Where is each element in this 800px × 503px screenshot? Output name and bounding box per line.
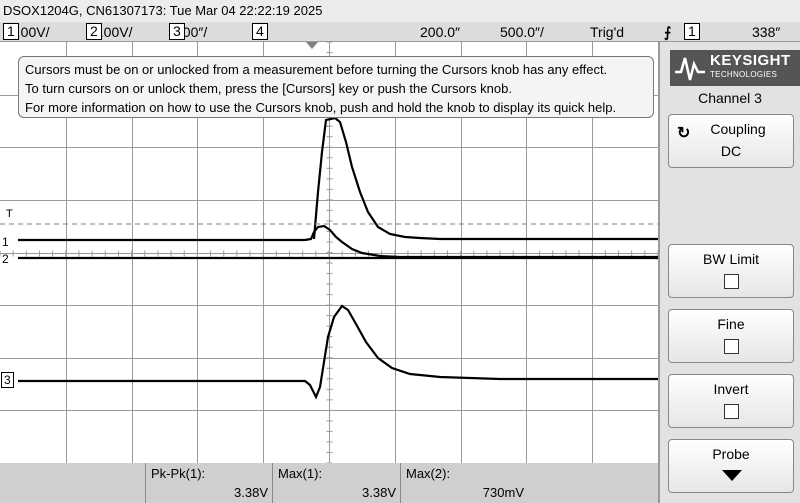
coupling-softkey[interactable]: ↻ Coupling DC (668, 114, 794, 168)
window-title: DSOX1204G, CN61307173: Tue Mar 04 22:22:… (0, 0, 800, 22)
measurement-bar: Pk-Pk(1): 3.38V Max(1): 3.38V Max(2): 73… (0, 463, 658, 503)
channel-2-scale: 1.00V/ (92, 24, 133, 40)
measurement-pk-pk-1[interactable]: Pk-Pk(1): 3.38V (145, 463, 272, 503)
channel-status-bar: 1 1.00V/ 2 1.00V/ 3 200″/ 4 200.0″ 500.0… (0, 22, 800, 42)
keysight-logo: KEYSIGHT TECHNOLOGIES (670, 50, 800, 86)
measurement-max-1[interactable]: Max(1): 3.38V (272, 463, 400, 503)
measurement-max-2[interactable]: Max(2): 730mV (400, 463, 528, 503)
channel-4-number: 4 (252, 23, 268, 40)
channel-1-trace-spike (312, 116, 658, 241)
probe-softkey[interactable]: Probe (668, 439, 794, 493)
channel-2-number: 2 (86, 23, 102, 40)
menu-title: Channel 3 (698, 90, 762, 106)
fine-softkey[interactable]: Fine (668, 309, 794, 363)
channel-1-status[interactable]: 1 1.00V/ (3, 22, 49, 42)
channel-2-ground-marker[interactable]: 2 (2, 252, 9, 266)
submenu-arrow-down-icon (722, 470, 742, 481)
trigger-position-marker (306, 42, 318, 49)
channel-1-number: 1 (3, 23, 19, 40)
keysight-wave-icon (675, 57, 705, 81)
channel-3-trace (18, 304, 658, 400)
timebase-scale: 500.0″/ (500, 24, 544, 40)
channel-1-ground-marker[interactable]: 1 (2, 235, 9, 249)
invert-checkbox[interactable] (724, 404, 739, 419)
fine-checkbox[interactable] (724, 339, 739, 354)
channel-4-status[interactable]: 4 (252, 22, 268, 42)
trigger-level: 338″ (752, 24, 781, 40)
message-line-2: To turn cursors on or unlock them, press… (25, 81, 512, 96)
bw-limit-checkbox[interactable] (724, 274, 739, 289)
invert-softkey[interactable]: Invert (668, 374, 794, 428)
channel-3-ground-marker[interactable]: 3 (1, 372, 14, 388)
rising-edge-icon: ⨍ (664, 24, 672, 40)
bw-limit-softkey[interactable]: BW Limit (668, 244, 794, 298)
message-line-3: For more information on how to use the C… (25, 100, 617, 115)
channel-1-scale: 1.00V/ (9, 24, 50, 40)
trigger-level-marker: T (6, 208, 13, 220)
rotate-knob-icon: ↻ (677, 125, 691, 142)
message-line-1: Cursors must be on or unlocked from a me… (25, 62, 608, 77)
softkey-panel: KEYSIGHT TECHNOLOGIES Channel 3 ↻ Coupli… (658, 42, 800, 503)
channel-2-status[interactable]: 2 1.00V/ (86, 22, 132, 42)
channel-3-status[interactable]: 3 200″/ (169, 22, 207, 42)
cursors-help-message: Cursors must be on or unlocked from a me… (18, 56, 654, 118)
timebase-delay: 200.0″ (420, 24, 460, 40)
trigger-status: Trig'd (590, 24, 625, 40)
channel-3-number: 3 (169, 23, 185, 40)
channel-1-trace (18, 224, 658, 259)
